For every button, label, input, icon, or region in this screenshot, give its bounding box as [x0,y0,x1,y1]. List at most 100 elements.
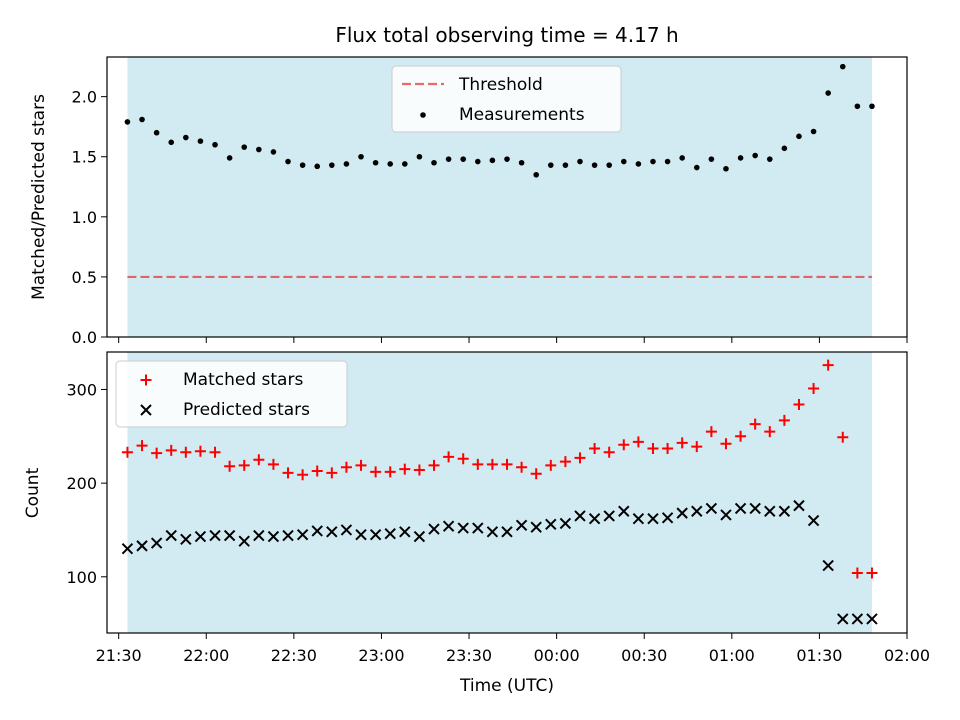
x-tick-label: 00:30 [621,646,667,665]
top-y-axis-label: Matched/Predicted stars [29,94,49,300]
measurement-point [562,162,569,168]
matched-star-point [647,442,659,454]
measurement-point [402,161,408,167]
matched-star-point [764,426,776,438]
matched-star-point [340,461,352,473]
predicted-star-point [150,537,163,549]
legend-threshold-label: Threshold [458,75,543,95]
x-tick-label: 00:00 [534,646,580,665]
predicted-star-point [676,507,688,519]
matched-star-point [428,459,440,471]
predicted-star-point [384,528,396,540]
matched-star-point [457,453,469,465]
matched-star-point [530,468,542,480]
predicted-star-point [282,529,294,542]
legend-predicted-label: Predicted stars [183,400,310,420]
predicted-star-point [399,526,411,538]
matched-star-point [224,460,236,472]
predicted-star-point [691,505,703,517]
matched-star-point [574,452,586,464]
matched-star-point [501,458,513,470]
predicted-star-point [603,510,615,522]
matched-star-point [355,459,367,471]
predicted-star-point [209,529,221,542]
measurement-point [737,155,744,161]
legend-matched-swatch [140,374,152,386]
x-tick-label: 23:00 [358,646,404,665]
measurement-point [504,156,510,162]
y-tick-label: 100 [66,568,97,587]
legend-frame [115,360,348,428]
measurement-point [212,141,218,148]
measurement-point [270,149,277,155]
predicted-star-point [355,528,367,541]
legend-measurements-label: Measurements [459,105,585,125]
predicted-star-point [369,528,382,541]
matched-star-point [778,414,790,426]
axes-frame [106,56,908,338]
matched-star-point [297,469,309,481]
predicted-star-point [734,502,747,515]
predicted-star-point [851,613,864,625]
measurement-point [226,155,233,161]
matched-star-point [486,458,498,470]
predicted-star-point [764,505,776,517]
matched-star-point [209,446,221,458]
measurement-point [387,161,394,167]
matched-star-point [837,431,849,443]
legend-frame [391,65,622,133]
matched-star-point [282,467,294,479]
x-tick-label: 02:00 [884,646,930,665]
predicted-star-point [647,513,659,525]
measurement-point [372,159,379,166]
measurement-point [460,156,467,162]
matched-star-point [151,447,163,459]
legend-measurements-swatch [420,112,426,118]
y-tick-label: 2.0 [72,88,97,107]
legend-bottom: Matched stars Predicted stars [115,360,348,428]
predicted-star-point [822,559,834,572]
measurement-point [796,133,802,140]
matched-star-point [618,439,630,451]
bottom-panel: 100 200 300 21:30 22:00 22:30 23:00 23:30 00:00 0… [66,351,930,665]
y-tick-label: 1.0 [72,208,97,227]
predicted-star-point [165,529,177,542]
y-tick-label: 300 [66,380,97,399]
matched-star-point [136,440,148,452]
y-tick-label: 200 [66,474,97,493]
x-tick-label: 21:30 [96,646,142,665]
matched-star-point [720,438,732,450]
predicted-star-point [661,512,674,524]
matched-star-point [589,442,601,454]
measurement-point [139,116,145,123]
predicted-star-point [574,510,586,522]
predicted-star-point [530,521,542,533]
predicted-star-point [428,523,440,535]
matched-star-point [603,446,615,458]
predicted-star-point [837,613,849,625]
measurement-point [475,158,481,165]
matched-star-point [384,466,396,478]
matched-star-point [194,445,206,457]
measurement-point [620,158,627,165]
measurement-point [869,103,875,110]
matched-star-point [559,456,571,468]
measurement-point [825,90,831,96]
measurement-point [664,158,671,165]
matched-star-point [749,418,761,430]
y-tick-label: 1.5 [72,148,97,167]
matched-star-point [545,459,557,471]
measurement-point [693,164,700,171]
top-panel: 0.0 0.5 1.0 1.5 2.0 Threshold Measurements [72,56,908,347]
matched-star-point [866,567,878,579]
measurement-point [168,139,175,146]
matched-star-point [676,437,688,449]
predicted-star-point [121,542,134,555]
y-tick-label: 0.0 [72,328,97,347]
legend-top: Threshold Measurements [391,65,622,133]
predicted-star-point [515,519,528,531]
matched-star-point [443,451,455,463]
predicted-star-point [807,514,820,527]
matched-star-point [632,436,644,448]
measurement-point [635,161,642,167]
